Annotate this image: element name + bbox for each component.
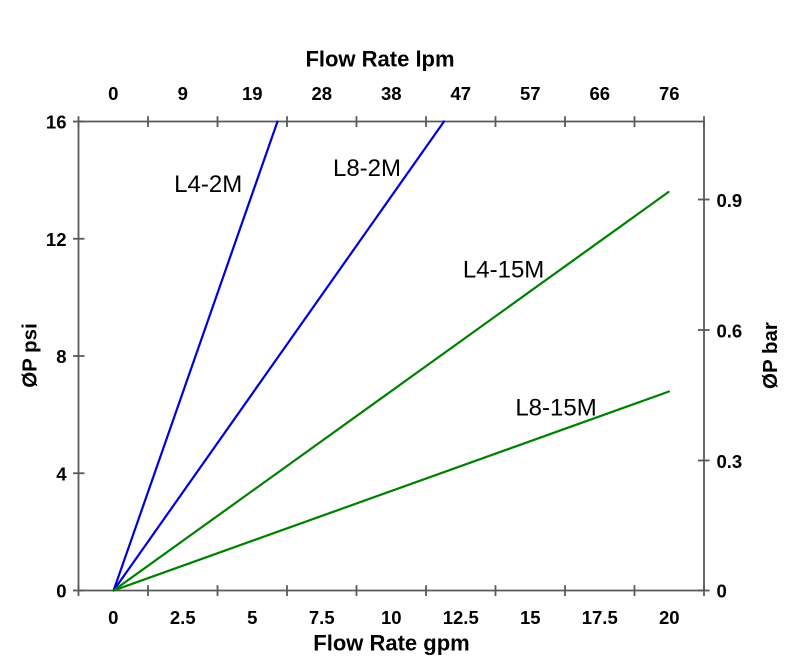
svg-text:0: 0	[56, 581, 66, 602]
svg-text:16: 16	[46, 112, 67, 133]
svg-text:15: 15	[520, 607, 541, 628]
svg-text:19: 19	[242, 83, 263, 104]
svg-text:0.3: 0.3	[717, 451, 743, 472]
svg-text:0: 0	[108, 83, 118, 104]
svg-text:Flow Rate lpm: Flow Rate lpm	[305, 46, 454, 71]
svg-text:L8-15M: L8-15M	[515, 395, 596, 422]
svg-text:0.6: 0.6	[717, 321, 743, 342]
svg-text:17.5: 17.5	[582, 607, 618, 628]
svg-text:L4-2M: L4-2M	[174, 171, 242, 198]
svg-text:0: 0	[717, 581, 727, 602]
svg-text:0.9: 0.9	[717, 190, 743, 211]
svg-text:2.5: 2.5	[170, 607, 196, 628]
svg-text:Flow Rate gpm: Flow Rate gpm	[313, 631, 469, 656]
svg-text:12.5: 12.5	[443, 607, 479, 628]
svg-text:10: 10	[381, 607, 402, 628]
svg-text:28: 28	[311, 83, 332, 104]
svg-text:66: 66	[589, 83, 610, 104]
svg-text:4: 4	[56, 463, 67, 484]
svg-text:0: 0	[108, 607, 118, 628]
svg-text:9: 9	[178, 83, 188, 104]
svg-text:20: 20	[659, 607, 680, 628]
svg-text:5: 5	[247, 607, 257, 628]
svg-text:L4-15M: L4-15M	[463, 257, 544, 284]
svg-text:57: 57	[520, 83, 541, 104]
svg-text:47: 47	[450, 83, 471, 104]
svg-text:ØP bar: ØP bar	[759, 322, 782, 389]
svg-text:L8-2M: L8-2M	[333, 155, 401, 182]
svg-text:ØP psi: ØP psi	[19, 323, 42, 388]
svg-text:8: 8	[56, 346, 66, 367]
svg-text:12: 12	[46, 229, 67, 250]
svg-text:76: 76	[659, 83, 680, 104]
svg-text:38: 38	[381, 83, 402, 104]
svg-text:7.5: 7.5	[309, 607, 335, 628]
